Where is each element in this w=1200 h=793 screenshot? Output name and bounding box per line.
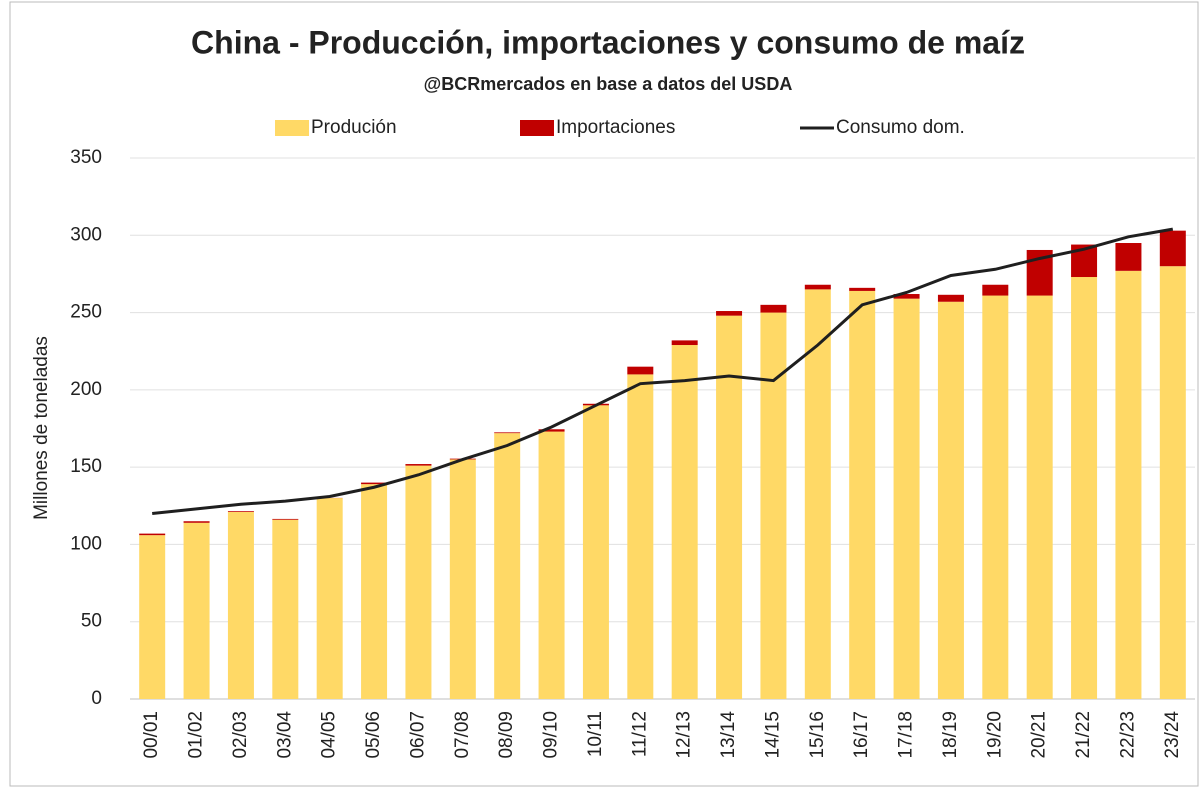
bar-segment bbox=[672, 340, 698, 345]
bar-segment bbox=[1160, 231, 1186, 267]
y-tick-label: 300 bbox=[70, 224, 102, 245]
bar-segment bbox=[1027, 296, 1053, 699]
bar-segment bbox=[627, 367, 653, 375]
line bbox=[152, 229, 1173, 513]
bar-segment bbox=[982, 296, 1008, 699]
x-tick-label: 23/24 bbox=[1162, 711, 1183, 759]
bar-segment bbox=[716, 316, 742, 699]
bar-segment bbox=[494, 433, 520, 699]
y-tick-label: 200 bbox=[70, 379, 102, 400]
bar-segment bbox=[894, 299, 920, 699]
y-tick-label: 250 bbox=[70, 302, 102, 323]
x-tick-label: 03/04 bbox=[274, 711, 295, 759]
bar-segment bbox=[672, 345, 698, 699]
bar-segment bbox=[405, 464, 431, 466]
bar-segment bbox=[1160, 266, 1186, 699]
x-tick-label: 05/06 bbox=[363, 711, 384, 759]
y-tick-label: 350 bbox=[70, 147, 102, 168]
bar-segment bbox=[539, 432, 565, 699]
legend-label: Produción bbox=[311, 117, 397, 138]
y-tick-label: 150 bbox=[70, 456, 102, 477]
x-tick-label: 08/09 bbox=[496, 711, 517, 759]
legend-swatch bbox=[275, 120, 309, 136]
legend-swatch bbox=[520, 120, 554, 136]
bar-segment bbox=[228, 511, 254, 512]
bar-segment bbox=[494, 432, 520, 433]
legend-label: Importaciones bbox=[556, 117, 675, 138]
x-tick-label: 01/02 bbox=[186, 711, 207, 759]
chart-subtitle: @BCRmercados en base a datos del USDA bbox=[424, 74, 793, 94]
chart-title: China - Producción, importaciones y cons… bbox=[191, 24, 1025, 60]
x-tick-label: 02/03 bbox=[230, 711, 251, 759]
y-axis-label: Millones de toneladas bbox=[31, 336, 52, 520]
bar-segment bbox=[849, 291, 875, 699]
bar-segment bbox=[139, 534, 165, 536]
x-tick-label: 16/17 bbox=[851, 711, 872, 759]
x-tick-label: 15/16 bbox=[807, 711, 828, 759]
x-tick-label: 14/15 bbox=[762, 711, 783, 759]
bar-segment bbox=[405, 466, 431, 699]
bar-segment bbox=[1115, 271, 1141, 699]
bar-segment bbox=[1071, 277, 1097, 699]
bar-segment bbox=[627, 374, 653, 699]
bar-segment bbox=[317, 498, 343, 699]
x-tick-label: 13/14 bbox=[718, 711, 739, 759]
x-tick-label: 09/10 bbox=[541, 711, 562, 759]
x-tick-label: 06/07 bbox=[407, 711, 428, 759]
bar-segment bbox=[982, 285, 1008, 296]
x-tick-label: 00/01 bbox=[141, 711, 162, 759]
bar-segment bbox=[938, 295, 964, 302]
bar-segment bbox=[272, 520, 298, 699]
bar-segment bbox=[139, 535, 165, 699]
y-tick-label: 50 bbox=[81, 611, 102, 632]
bar-segment bbox=[805, 285, 831, 290]
bar-segment bbox=[361, 484, 387, 699]
bar-segment bbox=[760, 305, 786, 313]
bar-segment bbox=[583, 405, 609, 699]
legend-label: Consumo dom. bbox=[836, 117, 965, 138]
bar-segment bbox=[849, 288, 875, 291]
bar-segment bbox=[228, 512, 254, 699]
x-tick-label: 11/12 bbox=[629, 711, 650, 757]
bar-segment bbox=[1115, 243, 1141, 271]
x-tick-label: 18/19 bbox=[940, 711, 961, 759]
x-tick-label: 17/18 bbox=[896, 711, 917, 759]
bar-segment bbox=[938, 302, 964, 699]
x-tick-label: 22/23 bbox=[1117, 711, 1138, 759]
bar-segment bbox=[716, 311, 742, 316]
x-tick-label: 21/22 bbox=[1073, 711, 1094, 759]
bar-segment bbox=[184, 523, 210, 699]
bar-segment bbox=[272, 519, 298, 520]
x-tick-label: 19/20 bbox=[984, 711, 1005, 759]
bar-segment bbox=[760, 313, 786, 699]
x-tick-label: 12/13 bbox=[674, 711, 695, 759]
x-tick-label: 20/21 bbox=[1029, 711, 1050, 759]
x-tick-label: 10/11 bbox=[585, 711, 606, 757]
y-tick-label: 100 bbox=[70, 533, 102, 554]
bar-segment bbox=[450, 459, 476, 699]
y-tick-label: 0 bbox=[91, 688, 102, 709]
x-tick-label: 07/08 bbox=[452, 711, 473, 759]
bar-segment bbox=[184, 521, 210, 523]
x-tick-label: 04/05 bbox=[319, 711, 340, 759]
